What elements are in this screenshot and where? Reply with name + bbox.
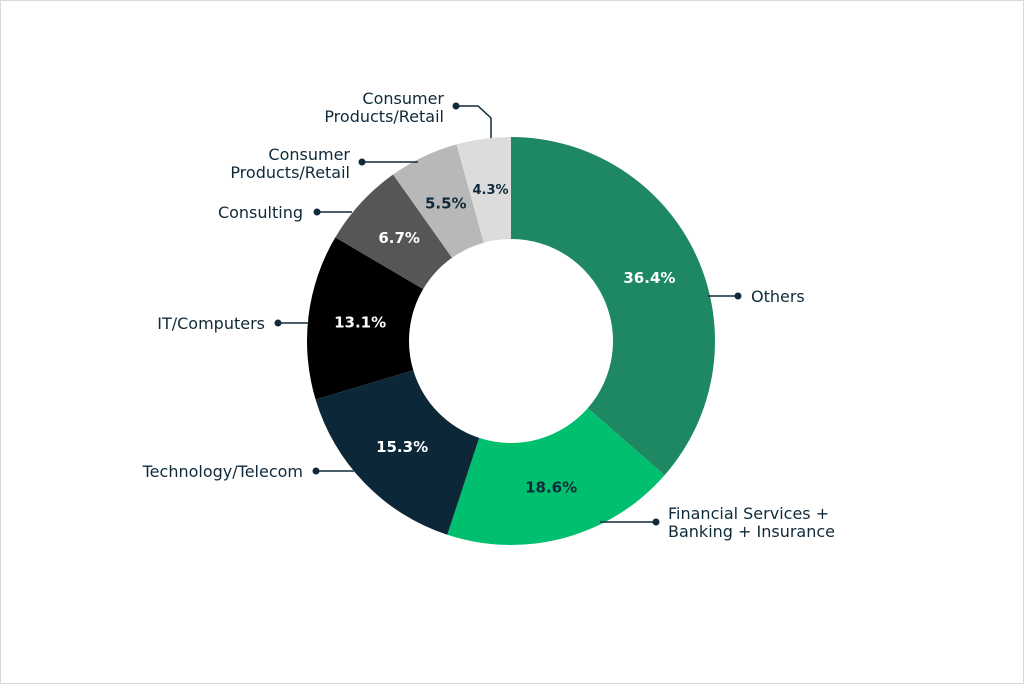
callout-dot [452,102,460,110]
callout-dot [652,518,660,526]
donut-slice [315,370,480,535]
callouts-group: Others Financial Services + Banking + Insu… [142,89,835,541]
donut-slice [447,408,665,546]
callout-dot [313,208,321,216]
donut-slice [306,237,424,400]
category-label: Consumer Products/Retail [230,145,350,182]
slice-value-label: 6.7% [378,229,420,247]
donut-slice [456,137,511,243]
slice-value-label: 36.4% [623,269,675,287]
slice-value-label: 15.3% [376,438,428,456]
category-label: Others [751,287,805,306]
slice-value-label: 18.6% [525,479,577,497]
callout-dot [734,292,742,300]
category-label: Consulting [218,203,303,222]
category-label: Technology/Telecom [142,462,303,481]
value-labels-group: 36.4% 18.6% 15.3% 13.1% 6.7% 5.5% 4.3% [334,183,675,497]
slice-value-label: 4.3% [472,183,508,198]
callout-dot [358,158,366,166]
callout-dot [274,319,282,327]
category-label: IT/Computers [157,314,265,333]
callout-leader-line [456,105,492,138]
donut-slice [335,174,453,290]
category-label: Financial Services + Banking + Insurance [668,504,835,541]
donut-slice [393,144,484,258]
category-label: Consumer Products/Retail [324,89,444,126]
slices-group [306,137,716,546]
callout-dot [312,467,320,475]
slice-value-label: 5.5% [425,195,467,213]
donut-slice [511,137,716,476]
slice-value-label: 13.1% [334,314,386,332]
